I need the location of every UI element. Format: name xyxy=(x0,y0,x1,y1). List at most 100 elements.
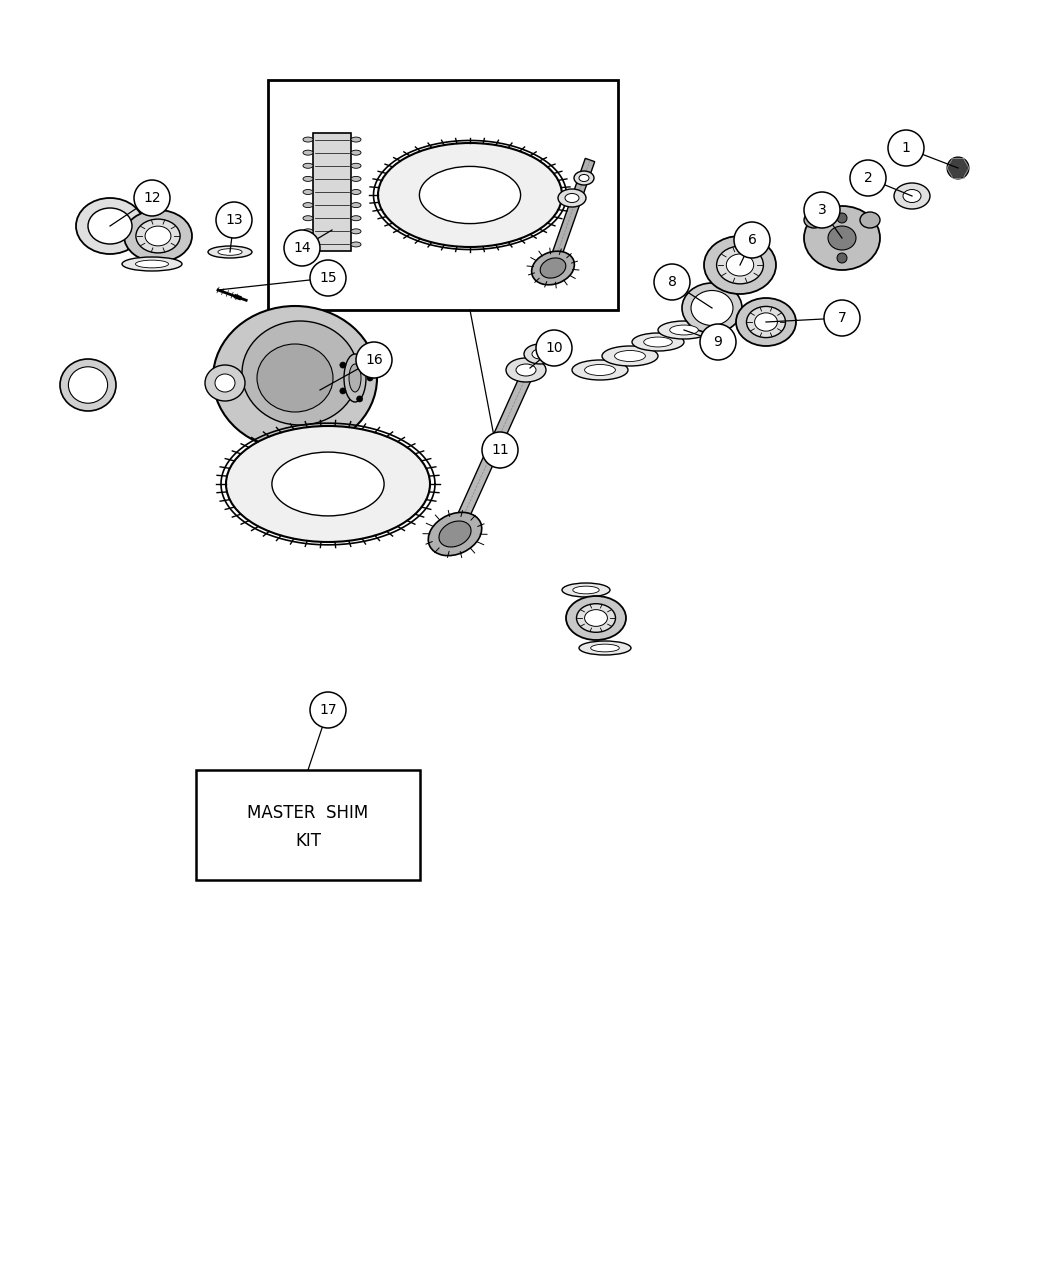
Text: 1: 1 xyxy=(902,142,910,156)
Circle shape xyxy=(536,330,572,366)
Ellipse shape xyxy=(351,228,361,233)
Ellipse shape xyxy=(257,344,333,412)
Text: 7: 7 xyxy=(838,311,846,325)
Ellipse shape xyxy=(218,249,243,255)
Text: 14: 14 xyxy=(293,241,311,255)
Circle shape xyxy=(357,354,362,360)
Ellipse shape xyxy=(585,609,607,626)
Text: KIT: KIT xyxy=(295,833,321,850)
Ellipse shape xyxy=(658,321,710,339)
Ellipse shape xyxy=(303,163,313,168)
Ellipse shape xyxy=(428,513,482,556)
Ellipse shape xyxy=(303,190,313,195)
Ellipse shape xyxy=(755,312,777,332)
Circle shape xyxy=(310,260,347,296)
Ellipse shape xyxy=(591,644,620,652)
Ellipse shape xyxy=(419,167,521,223)
Text: 6: 6 xyxy=(748,233,756,247)
Ellipse shape xyxy=(226,426,430,542)
Ellipse shape xyxy=(704,236,776,295)
Ellipse shape xyxy=(135,260,168,268)
Ellipse shape xyxy=(531,251,574,284)
Ellipse shape xyxy=(351,136,361,142)
Ellipse shape xyxy=(135,219,181,252)
Ellipse shape xyxy=(903,190,921,203)
Ellipse shape xyxy=(344,354,366,402)
Ellipse shape xyxy=(566,595,626,640)
Ellipse shape xyxy=(88,208,132,244)
Circle shape xyxy=(482,432,518,468)
Ellipse shape xyxy=(303,136,313,142)
Ellipse shape xyxy=(804,212,824,228)
Circle shape xyxy=(734,222,770,258)
Circle shape xyxy=(368,375,373,381)
Polygon shape xyxy=(550,158,594,261)
Text: 2: 2 xyxy=(863,171,873,185)
Text: 11: 11 xyxy=(491,442,509,456)
Ellipse shape xyxy=(894,184,930,209)
Ellipse shape xyxy=(670,325,698,335)
Circle shape xyxy=(700,324,736,360)
Bar xyxy=(268,80,618,310)
Ellipse shape xyxy=(351,215,361,221)
Ellipse shape xyxy=(351,242,361,247)
Ellipse shape xyxy=(558,189,586,207)
Ellipse shape xyxy=(860,212,880,228)
Circle shape xyxy=(340,362,345,368)
Text: 12: 12 xyxy=(143,191,161,205)
Ellipse shape xyxy=(303,176,313,181)
Ellipse shape xyxy=(585,365,615,376)
Ellipse shape xyxy=(439,521,471,547)
Ellipse shape xyxy=(68,367,107,403)
Ellipse shape xyxy=(378,143,562,247)
Ellipse shape xyxy=(124,210,192,261)
Circle shape xyxy=(837,252,847,263)
Ellipse shape xyxy=(691,291,733,325)
Ellipse shape xyxy=(573,586,600,594)
Ellipse shape xyxy=(205,365,245,402)
Circle shape xyxy=(824,300,860,337)
Polygon shape xyxy=(453,366,536,530)
Circle shape xyxy=(850,159,886,196)
Ellipse shape xyxy=(303,203,313,208)
Ellipse shape xyxy=(516,363,536,376)
Ellipse shape xyxy=(213,306,377,450)
Ellipse shape xyxy=(747,306,785,338)
Bar xyxy=(196,770,420,880)
Circle shape xyxy=(357,397,362,402)
Text: 8: 8 xyxy=(668,275,676,289)
Ellipse shape xyxy=(303,215,313,221)
Circle shape xyxy=(216,201,252,238)
Ellipse shape xyxy=(727,254,754,275)
Circle shape xyxy=(340,388,345,394)
Bar xyxy=(313,133,351,251)
Circle shape xyxy=(134,180,170,215)
Ellipse shape xyxy=(351,150,361,156)
Ellipse shape xyxy=(682,283,742,333)
Ellipse shape xyxy=(804,207,880,270)
Ellipse shape xyxy=(579,641,631,655)
Ellipse shape xyxy=(644,337,672,347)
Ellipse shape xyxy=(351,163,361,168)
Ellipse shape xyxy=(145,226,171,246)
Circle shape xyxy=(310,692,347,728)
Text: MASTER  SHIM: MASTER SHIM xyxy=(248,805,369,822)
Ellipse shape xyxy=(614,351,646,362)
Ellipse shape xyxy=(303,228,313,233)
Text: 9: 9 xyxy=(714,335,722,349)
Ellipse shape xyxy=(351,176,361,181)
Ellipse shape xyxy=(351,190,361,195)
Ellipse shape xyxy=(76,198,144,254)
Ellipse shape xyxy=(208,246,252,258)
Text: 10: 10 xyxy=(545,340,563,354)
Circle shape xyxy=(804,193,840,228)
Ellipse shape xyxy=(572,360,628,380)
Ellipse shape xyxy=(565,194,579,203)
Ellipse shape xyxy=(349,363,361,391)
Ellipse shape xyxy=(122,258,182,272)
Ellipse shape xyxy=(540,258,566,278)
Ellipse shape xyxy=(351,203,361,208)
Ellipse shape xyxy=(303,242,313,247)
Ellipse shape xyxy=(506,358,546,382)
Text: 17: 17 xyxy=(319,703,337,717)
